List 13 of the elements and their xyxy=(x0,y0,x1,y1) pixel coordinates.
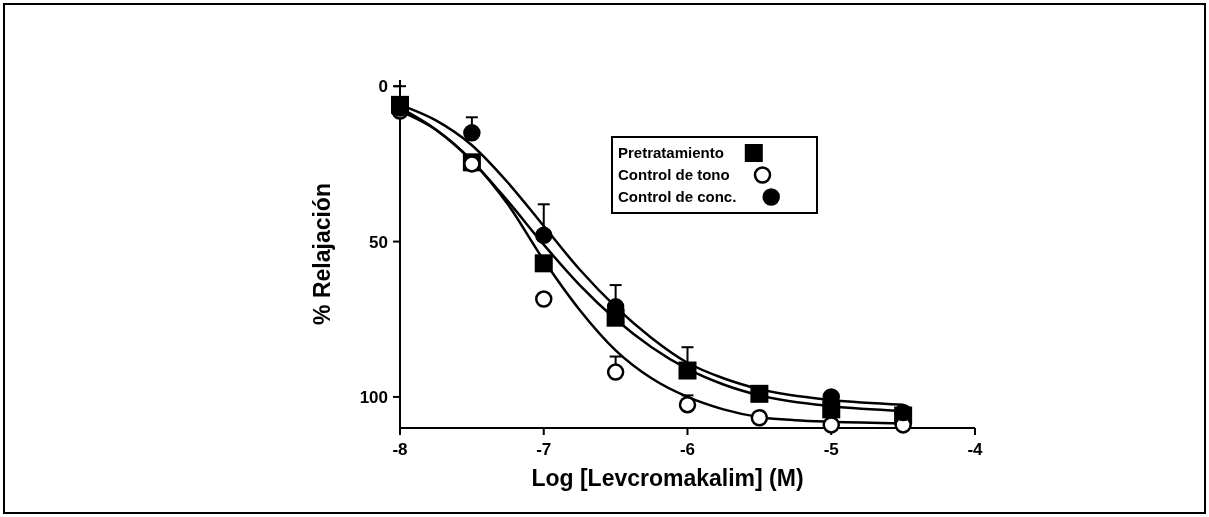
legend-label: Control de conc. xyxy=(618,188,737,205)
x-axis-title: Log [Levcromakalim] (M) xyxy=(531,465,804,491)
y-axis-title: % Relajación xyxy=(309,183,335,325)
x-tick-label: -4 xyxy=(967,440,984,459)
y-tick-label: 0 xyxy=(378,77,388,97)
y-tick-label: 100 xyxy=(359,387,388,407)
x-tick-label: -6 xyxy=(679,440,696,459)
legend-label: Pretratamiento xyxy=(618,144,724,161)
y-tick-label: 50 xyxy=(369,232,388,252)
x-tick-label: -7 xyxy=(536,440,552,459)
x-tick-label: -5 xyxy=(823,440,839,459)
legend-label: Control de tono xyxy=(618,166,730,183)
x-tick-label: -8 xyxy=(392,440,408,459)
